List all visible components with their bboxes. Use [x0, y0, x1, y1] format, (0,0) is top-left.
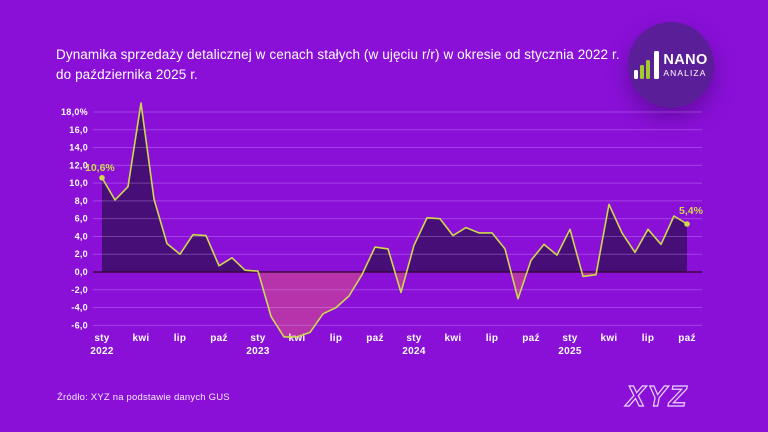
page-title: Dynamika sprzedaży detalicznej w cenach … — [56, 45, 636, 85]
area-fill-positive — [102, 103, 687, 272]
x-tick-label: sty — [406, 333, 421, 344]
y-tick-label: -2,0 — [71, 285, 88, 295]
x-tick-label: kwi — [288, 333, 305, 344]
first-point-dot — [99, 174, 105, 181]
x-tick-label: kwi — [600, 333, 617, 344]
x-tick-year: 2025 — [558, 346, 582, 357]
source-note: Źródło: XYZ na podstawie danych GUS — [57, 392, 230, 403]
y-tick-label: 16,0 — [69, 125, 88, 135]
page-title-line2: do października 2025 r. — [56, 67, 198, 82]
area-fill-negative — [102, 272, 687, 337]
last-point-label: 5,4% — [679, 205, 704, 217]
y-tick-label: -6,0 — [71, 320, 88, 330]
x-tick-label: kwi — [132, 333, 149, 344]
bar-chart-icon — [634, 51, 660, 79]
y-tick-label: 6,0 — [75, 214, 88, 224]
y-tick-label: 10,0 — [69, 178, 88, 188]
x-tick-label: lip — [174, 333, 187, 344]
nano-analiza-logo-inner: NANO ANALIZA — [634, 51, 707, 79]
x-tick-label: lip — [486, 333, 499, 344]
y-tick-label: 4,0 — [75, 231, 88, 241]
logo-divider-bar — [654, 51, 660, 79]
logo-wordmark: NANO ANALIZA — [663, 51, 708, 78]
x-tick-label: lip — [330, 333, 343, 344]
xyz-brand-text: XYZ — [624, 381, 688, 413]
x-tick-label: paź — [678, 333, 696, 344]
x-tick-year: 2022 — [90, 346, 114, 357]
y-tick-label: 0,0 — [75, 267, 88, 277]
y-tick-label: 12,0 — [69, 160, 88, 170]
page-title-line1: Dynamika sprzedaży detalicznej w cenach … — [56, 47, 620, 62]
bar-chart-icon-bar-short — [634, 70, 639, 79]
x-tick-label: sty — [94, 333, 109, 344]
nano-analiza-logo: NANO ANALIZA — [628, 22, 714, 108]
xyz-brand-logo: XYZ — [623, 380, 688, 413]
x-tick-label: lip — [642, 333, 655, 344]
logo-name-bottom: ANALIZA — [663, 68, 707, 78]
y-tick-label: 14,0 — [69, 143, 88, 153]
y-tick-label: 8,0 — [75, 196, 88, 206]
y-tick-label: -4,0 — [71, 303, 88, 313]
bar-chart-icon-bar-tall — [646, 60, 651, 79]
x-tick-year: 2023 — [246, 346, 270, 357]
data-line — [101, 102, 688, 338]
last-point-dot — [684, 221, 690, 227]
y-tick-label: 18,0% — [61, 107, 88, 117]
x-tick-label: paź — [522, 333, 540, 344]
x-tick-label: paź — [210, 333, 228, 344]
first-point-label: 10,6% — [85, 162, 115, 174]
x-tick-label: sty — [250, 333, 265, 344]
bar-chart-icon-bar-mid — [640, 65, 645, 79]
x-tick-label: sty — [562, 333, 577, 344]
x-tick-year: 2024 — [402, 346, 426, 357]
x-tick-label: paź — [366, 333, 384, 344]
y-tick-label: 2,0 — [75, 249, 88, 259]
x-tick-label: kwi — [444, 333, 461, 344]
logo-name-top: NANO — [663, 51, 708, 68]
